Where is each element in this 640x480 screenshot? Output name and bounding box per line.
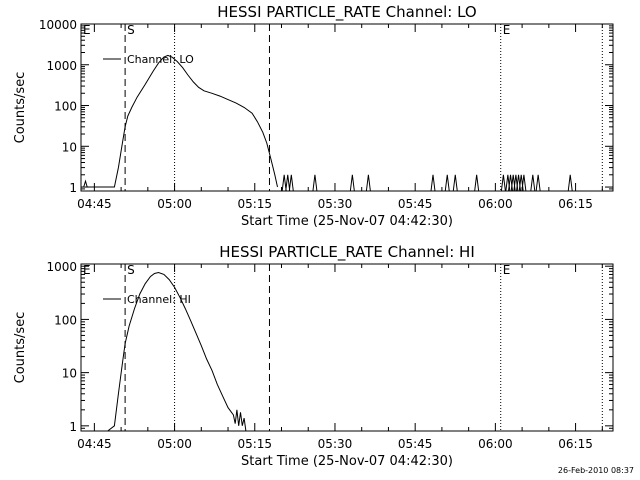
time-marker-label: S [127, 23, 135, 37]
x-tick-label: 04:45 [77, 197, 112, 211]
noise-spike [452, 174, 458, 192]
noise-spike [530, 174, 536, 192]
x-tick-label: 05:30 [318, 437, 353, 451]
y-tick-label: 1 [69, 181, 77, 195]
y-tick-label: 10 [62, 367, 77, 381]
time-marker-label: S [127, 263, 135, 277]
noise-spike [285, 174, 291, 192]
x-axis-label: Start Time (25-Nov-07 04:42:30) [241, 454, 453, 469]
corner-marker-label: E [83, 23, 91, 37]
time-marker-label: E [503, 23, 511, 37]
time-marker-label: E [503, 263, 511, 277]
noise-spike [349, 174, 355, 192]
x-tick-label: 05:00 [157, 437, 192, 451]
x-axis-label: Start Time (25-Nov-07 04:42:30) [241, 214, 453, 229]
x-tick-label: 06:00 [478, 437, 513, 451]
x-tick-label: 06:15 [558, 197, 593, 211]
noise-spike [365, 174, 371, 192]
y-tick-label: 1000 [46, 260, 77, 274]
y-tick-label: 1 [69, 420, 77, 434]
chart-title: HESSI PARTICLE_RATE Channel: LO [217, 3, 476, 22]
x-tick-label: 05:45 [398, 197, 433, 211]
noise-spike [312, 174, 318, 192]
series-line [107, 271, 247, 432]
y-axis-label: Counts/sec [13, 312, 28, 384]
y-tick-label: 100 [54, 313, 77, 327]
y-tick-label: 1000 [46, 59, 77, 73]
noise-spike [430, 174, 436, 192]
noise-spike [521, 174, 527, 192]
footer-timestamp: 26-Feb-2010 08:37 [557, 466, 634, 475]
legend-label: Channel: LO [127, 53, 194, 66]
x-tick-label: 05:15 [237, 197, 272, 211]
x-tick-label: 06:00 [478, 197, 513, 211]
noise-spike [500, 174, 506, 192]
legend-label: Channel: HI [127, 293, 191, 306]
noise-spike [474, 174, 480, 192]
y-tick-label: 10000 [39, 18, 77, 32]
corner-marker-label: E [83, 263, 91, 277]
x-tick-label: 05:00 [157, 197, 192, 211]
series-line [83, 54, 278, 188]
noise-spike [567, 174, 573, 192]
y-tick-label: 100 [54, 100, 77, 114]
y-axis-label: Counts/sec [13, 72, 28, 144]
plot-frame [80, 23, 614, 192]
plot-frame [80, 263, 614, 432]
x-tick-label: 05:15 [237, 437, 272, 451]
x-tick-label: 05:45 [398, 437, 433, 451]
chart-title: HESSI PARTICLE_RATE Channel: HI [219, 243, 475, 262]
y-tick-label: 10 [62, 140, 77, 154]
x-tick-label: 05:30 [318, 197, 353, 211]
noise-spike [535, 174, 541, 192]
noise-spike [281, 174, 287, 192]
x-tick-label: 04:45 [77, 437, 112, 451]
noise-spike [444, 174, 450, 192]
noise-spike [288, 174, 294, 192]
x-tick-label: 06:15 [558, 437, 593, 451]
